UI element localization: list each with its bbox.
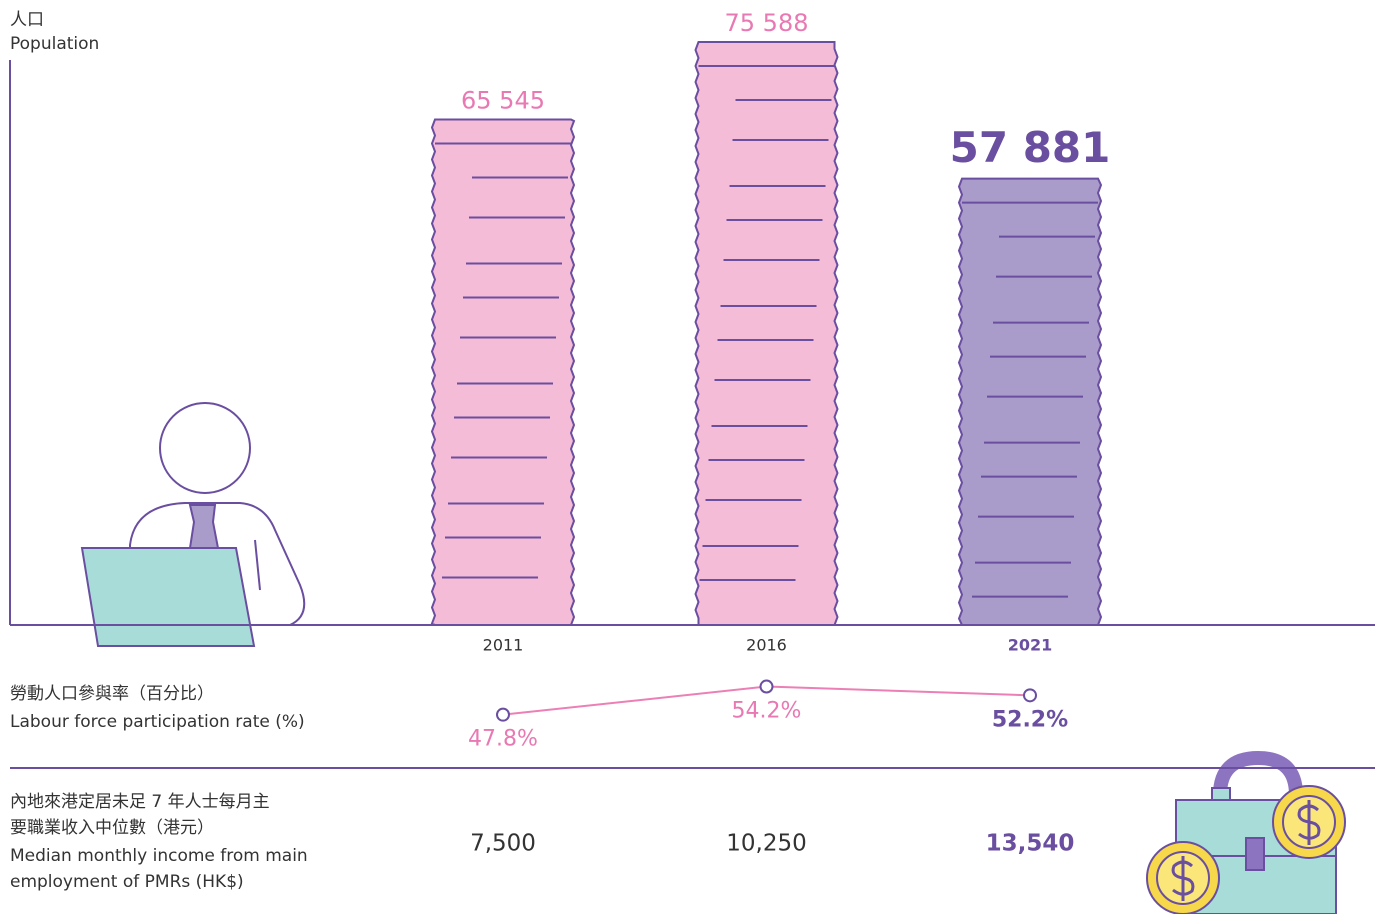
point	[1024, 689, 1036, 701]
value-label: 57 881	[950, 123, 1111, 172]
value-label: 75 588	[725, 9, 809, 37]
y-axis-label: Population	[10, 34, 99, 54]
person-illustration	[82, 403, 304, 646]
value-label: 47.8%	[468, 727, 538, 752]
table-value: 7,500	[470, 831, 536, 857]
point	[497, 709, 509, 721]
section-title: Labour force participation rate (%)	[10, 712, 305, 732]
infographic: 人口 Population 勞動人口參與率（百分比） Labour force …	[0, 0, 1375, 914]
x-tick-label: 2011	[483, 636, 524, 655]
bar	[432, 119, 574, 625]
point	[761, 681, 773, 693]
table-value: 10,250	[726, 831, 806, 857]
table-value: 13,540	[986, 831, 1075, 857]
section-title: 勞動人口參與率（百分比）	[10, 684, 214, 704]
bar	[959, 179, 1101, 625]
value-label: 65 545	[461, 86, 545, 114]
section-title: employment of PMRs (HK$)	[10, 872, 244, 892]
briefcase-illustration	[1147, 758, 1345, 914]
value-label: 54.2%	[732, 699, 802, 724]
section-title: 內地來港定居未足 7 年人士每月主	[10, 792, 270, 812]
section-title: 要職業收入中位數（港元）	[10, 818, 214, 838]
x-tick-label: 2016	[746, 636, 787, 655]
y-axis-label: 人口	[10, 10, 44, 30]
bar	[696, 42, 838, 625]
section-title: Median monthly income from main	[10, 846, 308, 866]
value-label: 52.2%	[992, 707, 1068, 732]
x-tick-label: 2021	[1008, 636, 1053, 655]
